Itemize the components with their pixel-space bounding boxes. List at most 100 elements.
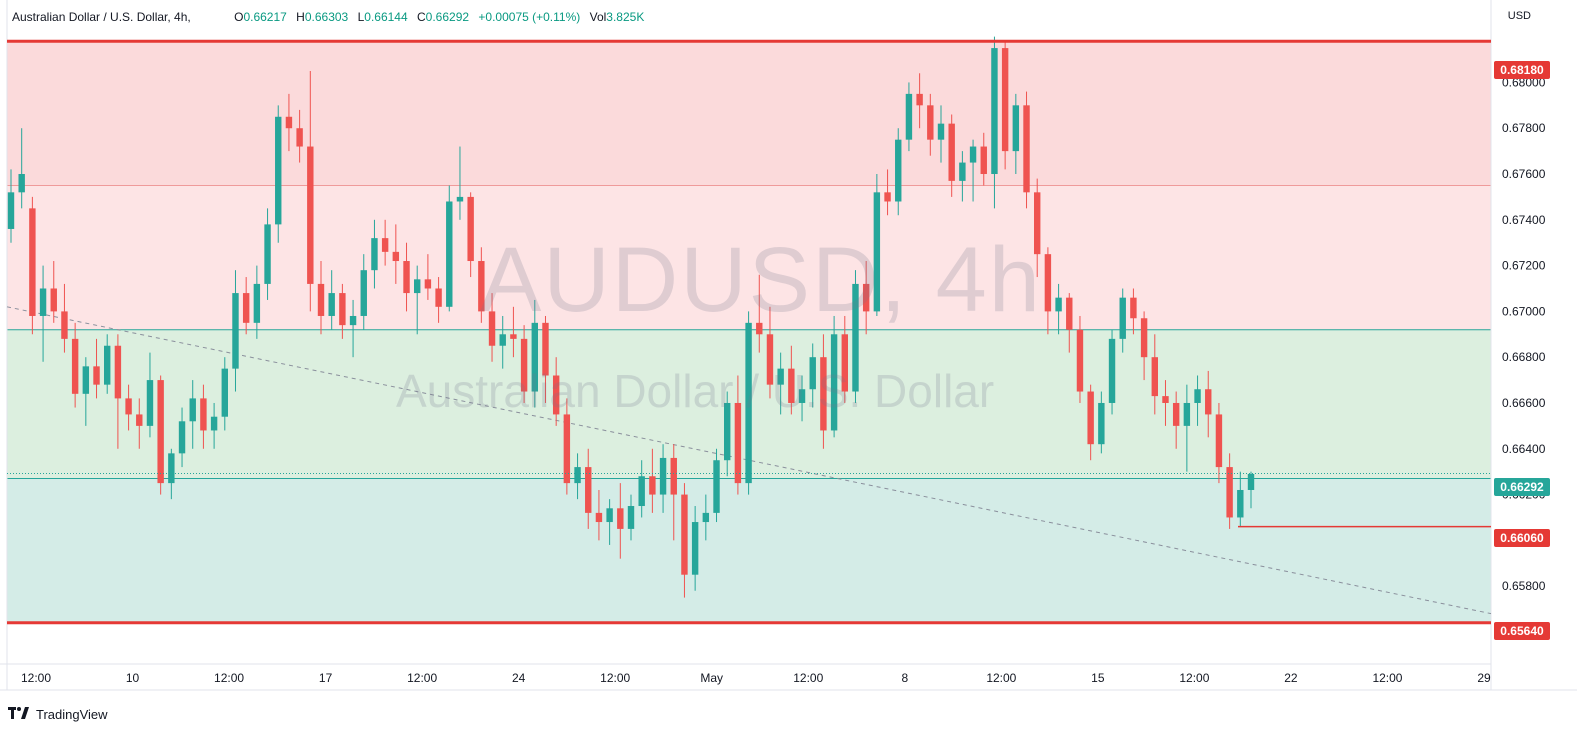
time-tick: 8 — [901, 671, 908, 685]
candle — [841, 315, 848, 403]
candle-body — [510, 334, 517, 339]
candle-body — [830, 334, 838, 431]
candle — [510, 306, 517, 358]
candle — [627, 494, 635, 541]
candle — [520, 325, 528, 403]
price-label-current: 0.66292 — [1494, 478, 1550, 496]
candle — [777, 352, 784, 415]
candle-body — [424, 279, 432, 289]
price-tick: 0.66800 — [1502, 350, 1546, 364]
candle — [1034, 178, 1041, 278]
vol-value: 3.825K — [606, 10, 645, 24]
tradingview-brand[interactable]: TradingView — [8, 706, 108, 722]
candle — [1205, 370, 1212, 438]
low-label: L — [357, 10, 365, 24]
candle — [659, 444, 667, 513]
symbol-title: Australian Dollar / U.S. Dollar, 4h, — [12, 10, 191, 24]
close-label: C — [417, 10, 426, 24]
candle-body — [1215, 414, 1223, 468]
candle — [1076, 315, 1084, 403]
candle-body — [798, 389, 806, 403]
candle — [1247, 471, 1255, 509]
candle-body — [1119, 297, 1126, 339]
price-tick: 0.67000 — [1502, 304, 1546, 318]
zone-red-upper — [7, 41, 1491, 186]
candle-body — [670, 457, 677, 495]
candle-body — [862, 283, 870, 312]
candle-body — [927, 105, 934, 140]
candle-body — [606, 508, 613, 523]
candle — [168, 448, 175, 500]
candle-body — [210, 416, 218, 431]
candle — [969, 139, 977, 202]
candle-body — [980, 146, 987, 175]
time-tick: 15 — [1091, 671, 1105, 685]
candle-body — [157, 380, 164, 484]
candle-body — [242, 293, 250, 323]
candle-body — [146, 380, 154, 426]
candle — [275, 105, 282, 243]
candle-body — [991, 48, 998, 175]
candle — [307, 70, 314, 312]
candle-body — [349, 315, 357, 326]
candle-body — [552, 375, 560, 415]
time-tick: 12:00 — [986, 671, 1016, 685]
candle-body — [916, 93, 923, 106]
time-tick: 12:00 — [1372, 671, 1402, 685]
candle — [788, 345, 795, 415]
time-tick: 10 — [126, 671, 140, 685]
candle — [1162, 380, 1169, 426]
candles — [7, 36, 1255, 598]
candle — [456, 146, 464, 220]
candle — [713, 448, 720, 523]
candle — [959, 151, 966, 202]
candle-body — [18, 174, 25, 193]
candle — [1001, 41, 1009, 170]
candle — [189, 380, 196, 449]
candle — [862, 261, 870, 335]
candle-body — [777, 368, 784, 385]
candle — [1108, 329, 1116, 415]
candle — [1151, 334, 1158, 415]
candle-body — [1055, 297, 1062, 312]
candle-body — [381, 238, 389, 252]
time-axis: 12:00 10 12:00 17 12:00 24 12:00 May 12:00 8 12:00… — [21, 671, 1491, 685]
candle — [114, 334, 122, 449]
candle — [39, 265, 47, 362]
time-tick: 29 — [1477, 671, 1491, 685]
candle — [798, 375, 806, 422]
watermark-name: Australian Dollar / U.S. Dollar — [396, 365, 995, 417]
candle-body — [1066, 297, 1073, 330]
candle-body — [50, 288, 57, 312]
candle-body — [61, 311, 68, 339]
candle — [414, 265, 421, 335]
time-tick: 24 — [512, 671, 526, 685]
zones — [0, 0, 1577, 691]
candle — [478, 247, 485, 323]
candle-body — [114, 345, 122, 399]
candle — [1237, 471, 1244, 527]
candle-body — [788, 368, 795, 403]
currency-label: USD — [1507, 10, 1531, 22]
time-tick: 17 — [319, 671, 333, 685]
time-tick: May — [700, 671, 723, 685]
candle-body — [702, 512, 710, 523]
candle-body — [542, 322, 549, 376]
candle-body — [638, 476, 645, 507]
candle — [317, 261, 325, 335]
candle-body — [1108, 338, 1116, 403]
tradingview-logo-icon — [8, 706, 30, 722]
candle — [253, 265, 261, 339]
candle-body — [1237, 489, 1244, 518]
candle-body — [71, 338, 79, 394]
candle-body — [948, 123, 955, 181]
candle-body — [232, 293, 239, 369]
candle — [606, 499, 613, 545]
time-tick: 12:00 — [214, 671, 244, 685]
candle — [1172, 391, 1180, 449]
candle-body — [1247, 473, 1255, 490]
candle-body — [1151, 357, 1158, 397]
candle — [61, 283, 68, 353]
candle — [948, 114, 955, 197]
